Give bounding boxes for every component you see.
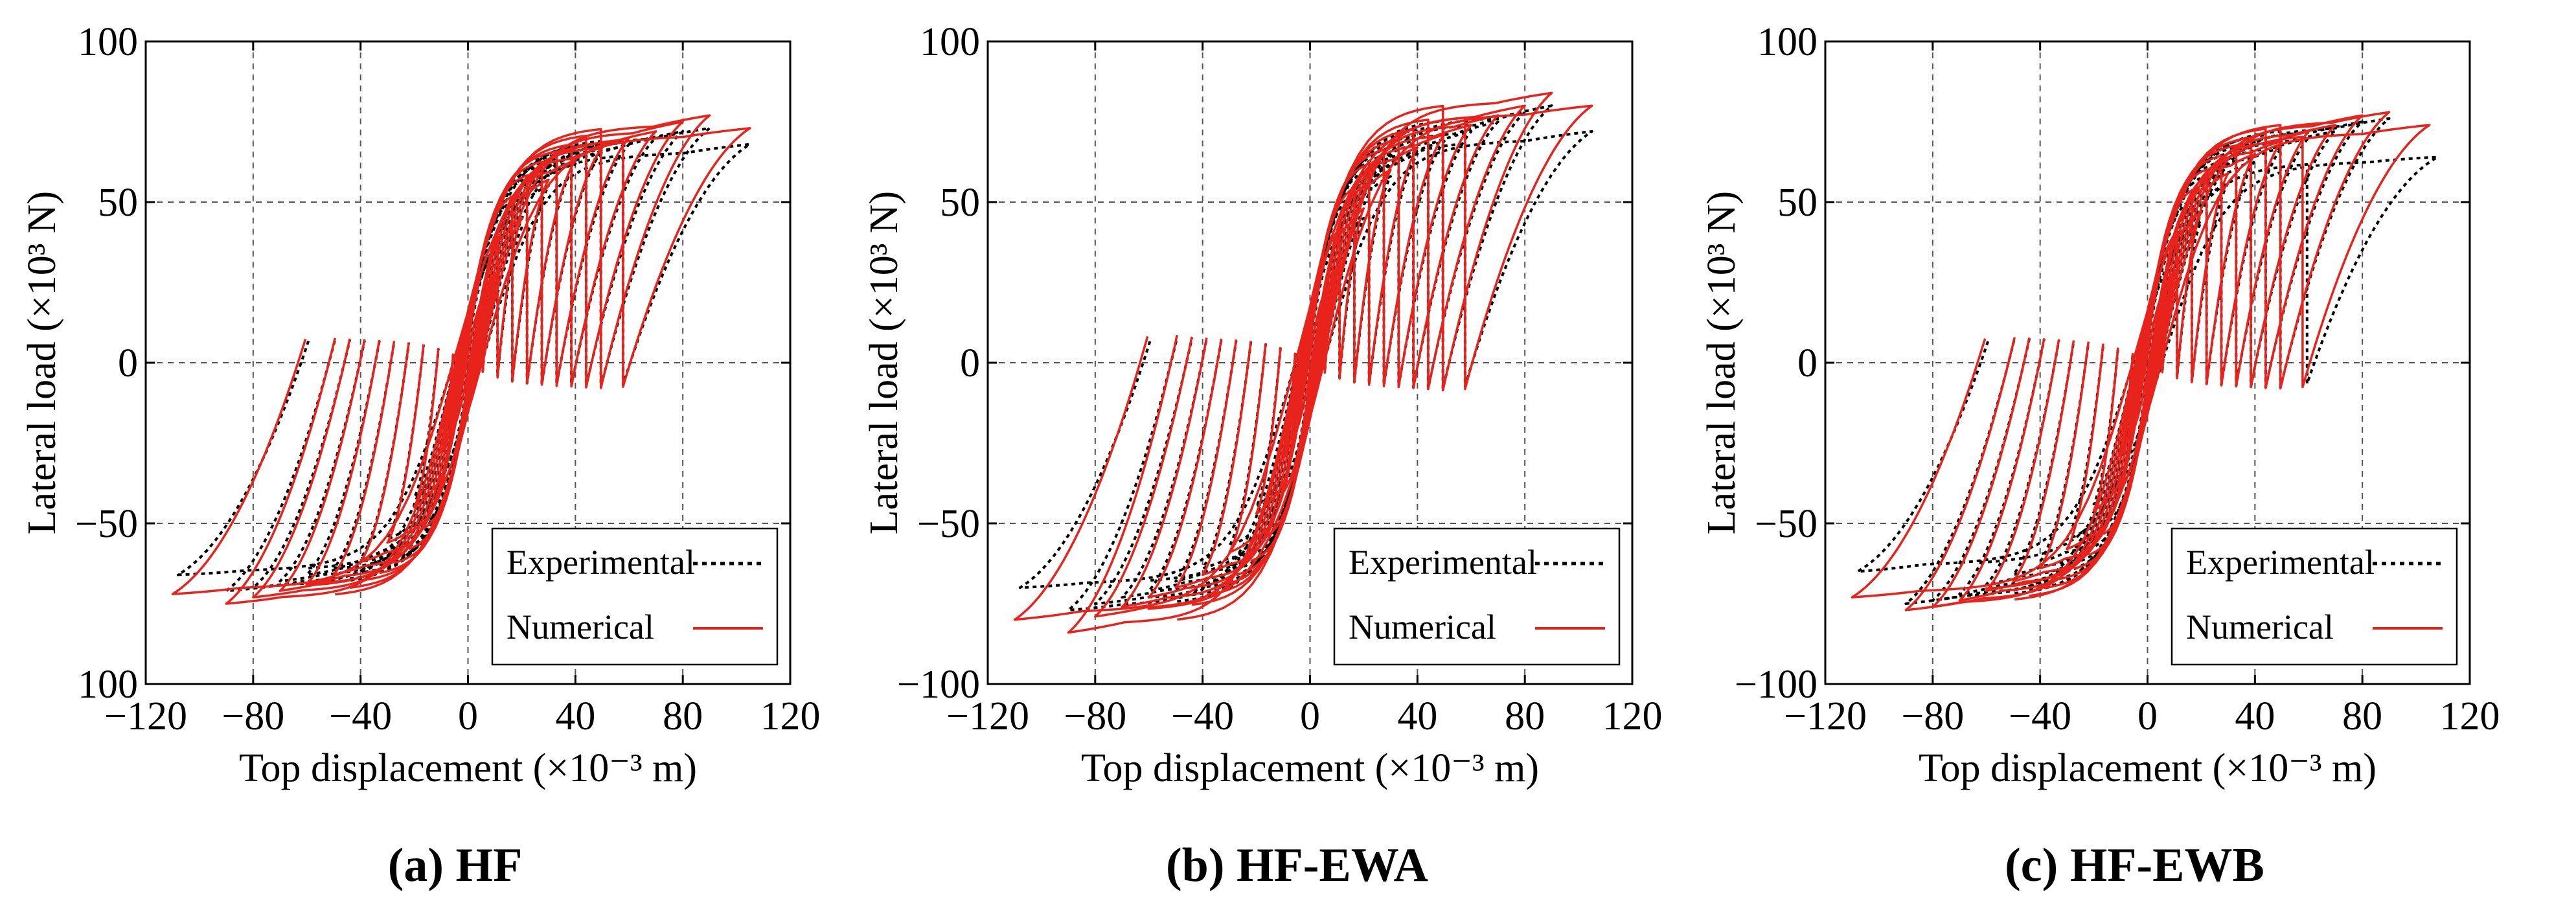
plot-area [1851,111,2439,611]
panel-caption: (c) HF-EWB [2005,839,2264,892]
y-tick-label: 50 [98,181,138,225]
legend-box [491,527,779,666]
x-tick-label: −80 [1901,694,1964,738]
legend-label-experimental: Experimental [2186,543,2375,582]
y-tick-label: −50 [917,502,980,546]
x-tick-label: 120 [760,694,821,738]
x-tick-label: 120 [2440,694,2500,738]
y-tick-label: 100 [78,20,138,64]
experimental-loop-10 [1856,155,2439,573]
y-tick-label: −50 [75,502,138,546]
y-tick-label: 100 [1757,20,1818,64]
x-axis-label: Top displacement (×10⁻³ m) [239,746,697,790]
y-tick-label: 50 [940,181,980,225]
x-tick-label: −80 [1064,694,1126,738]
y-tick-label: −100 [897,663,980,707]
numerical-loop-7 [1958,124,2337,602]
y-tick-label: 100 [78,663,138,707]
x-tick-label: 40 [555,694,595,738]
numerical-loop-9 [1904,111,2391,611]
chart-panel-1: −120 −80 −40 0 40 80 120 100 50 0 −50 100 Top displa… [20,20,821,892]
legend-box [1333,527,1621,666]
legend-label-experimental: Experimental [1349,543,1537,582]
experimental-loop-10 [176,142,751,576]
y-tick-label: 50 [1777,181,1818,225]
x-tick-label: 80 [1505,694,1545,738]
numerical-loop-10 [1013,104,1593,621]
x-tick-label: 0 [2137,694,2158,738]
numerical-loop-9 [1067,91,1553,634]
legend-label-numerical: Numerical [2186,608,2334,646]
legend-box [2171,527,2458,666]
legend-label-numerical: Numerical [507,608,654,646]
chart-panel-3: −120 −80 −40 0 40 80 120 100 50 0 −50 −100 Top displ… [1700,20,2500,892]
numerical-loop-9 [225,114,711,605]
y-tick-label: −100 [1735,663,1818,707]
panel-caption: (b) HF-EWA [1166,839,1428,892]
numerical-loop-10 [171,127,751,595]
x-axis-label: Top displacement (×10⁻³ m) [1081,746,1539,790]
plot-area [171,114,751,605]
x-tick-label: 40 [2235,694,2275,738]
x-tick-label: −80 [222,694,284,738]
chart-panel-2: −120 −80 −40 0 40 80 120 100 50 0 −50 −100 Top displ… [862,20,1663,892]
y-axis-label: Lateral load (×10³ N) [862,191,906,534]
legend-label-numerical: Numerical [1349,608,1496,646]
x-axis-label: Top displacement (×10⁻³ m) [1919,746,2377,790]
x-tick-label: 120 [1602,694,1663,738]
x-tick-label: −120 [1784,694,1867,738]
y-axis-label: Lateral load (×10³ N) [20,191,64,534]
x-tick-label: −40 [329,694,392,738]
x-tick-label: −40 [1171,694,1234,738]
x-tick-label: −40 [2009,694,2071,738]
experimental-loop-4 [2038,159,2257,564]
x-tick-label: 0 [1300,694,1320,738]
panel-caption: (a) HF [388,839,523,892]
x-tick-label: −120 [946,694,1029,738]
numerical-loop-7 [279,130,657,592]
y-tick-label: −50 [1755,502,1818,546]
x-tick-label: 80 [2342,694,2382,738]
x-tick-label: 80 [663,694,703,738]
x-tick-label: 40 [1397,694,1437,738]
plot-area [1013,91,1593,634]
y-tick-label: 100 [920,20,980,64]
y-axis-label: Lateral load (×10³ N) [1700,191,1744,534]
x-tick-label: 0 [458,694,478,738]
y-tick-label: 0 [1797,341,1818,385]
numerical-loop-8 [1932,114,2364,608]
numerical-loop-10 [1851,124,2431,598]
y-tick-label: 0 [118,341,138,385]
x-tick-label: −120 [104,694,187,738]
legend-label-experimental: Experimental [507,543,695,582]
numerical-loop-7 [1121,114,1499,608]
y-tick-label: 0 [960,341,980,385]
